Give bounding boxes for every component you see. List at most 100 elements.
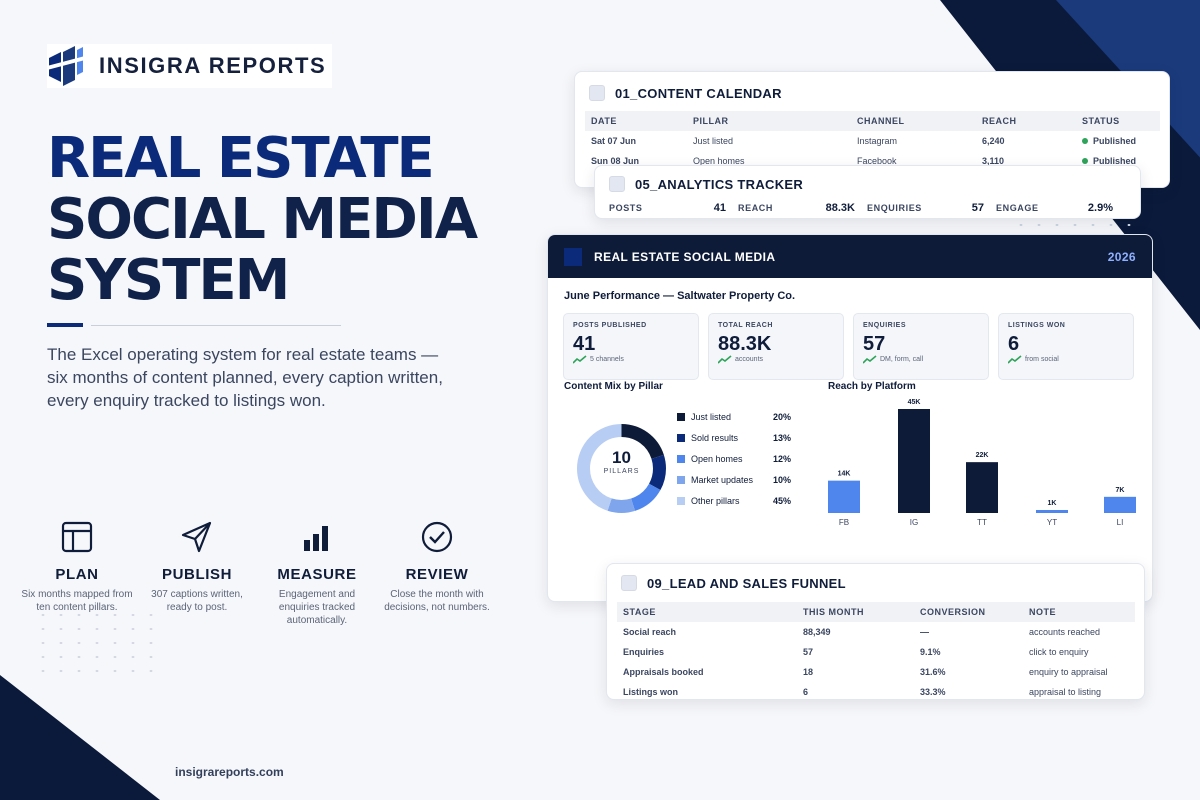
column-header: PILLAR bbox=[687, 111, 851, 131]
column-header: NOTE bbox=[1023, 602, 1135, 622]
steps-row: PLAN Six months mapped from ten content … bbox=[18, 520, 498, 627]
analytics-tracker-card: 05_ANALYTICS TRACKER POSTS 41 REACH 88.3K … bbox=[594, 165, 1141, 219]
analytics-cell: POSTS 41 bbox=[609, 202, 738, 214]
kpi-footer: from social bbox=[1008, 355, 1124, 364]
metric-value: 88.3K bbox=[825, 202, 855, 214]
table-cell: 57 bbox=[803, 647, 814, 657]
table-row: Enquiries 57 9.1% click to enquiry bbox=[617, 642, 1135, 662]
dashboard-year: 2026 bbox=[1107, 249, 1136, 264]
analytics-cell: ENGAGE 2.9% bbox=[996, 202, 1125, 214]
legend-value: 45% bbox=[772, 495, 791, 506]
metric-value: 2.9% bbox=[1087, 202, 1113, 214]
step-title: REVIEW bbox=[405, 566, 469, 583]
bar-category-label: IG bbox=[910, 518, 918, 527]
card-title: 01_CONTENT CALENDAR bbox=[615, 85, 782, 101]
status-dot-icon bbox=[1082, 138, 1088, 144]
step-desc: Six months mapped from ten content pilla… bbox=[21, 589, 133, 613]
table-row: Social reach 88,349 — accounts reached bbox=[617, 622, 1135, 642]
status-badge: Published bbox=[1076, 151, 1160, 171]
step-measure: MEASURE Engagement and enquiries tracked… bbox=[258, 520, 376, 627]
mix-legend: Just listed 20% Sold results 13% Open homes 1… bbox=[677, 406, 791, 511]
hero-title-line: REAL ESTATE bbox=[47, 126, 435, 191]
kpi-footer: accounts bbox=[718, 355, 834, 364]
kpi-value: 57 bbox=[863, 333, 886, 355]
hero-title-line: SYSTEM bbox=[47, 248, 290, 313]
kpi-value: 41 bbox=[573, 333, 596, 355]
sheet-icon bbox=[564, 247, 582, 266]
step-title: PLAN bbox=[55, 566, 99, 583]
table-row: Sat 07 Jun Just listed Instagram 6,240 P… bbox=[585, 131, 1160, 151]
reach-chart-title: Reach by Platform bbox=[828, 381, 916, 392]
step-publish: PUBLISH 307 captions written, ready to p… bbox=[138, 520, 256, 627]
column-header: STAGE bbox=[617, 602, 797, 622]
table-cell: Instagram bbox=[857, 136, 898, 146]
bar bbox=[966, 462, 998, 513]
metric-value: 57 bbox=[971, 202, 984, 214]
step-plan: PLAN Six months mapped from ten content … bbox=[18, 520, 136, 627]
sheet-icon bbox=[609, 176, 625, 192]
legend-value: 13% bbox=[772, 432, 791, 443]
dashboard-header: REAL ESTATE SOCIAL MEDIA 2026 bbox=[548, 235, 1152, 278]
metric-value: 41 bbox=[713, 202, 726, 214]
donut-center: 10 PILLARS bbox=[574, 448, 669, 475]
column-header: DATE bbox=[585, 111, 687, 131]
kpi-card: TOTAL REACH 88.3K accounts bbox=[708, 313, 844, 380]
table-cell: Facebook bbox=[857, 156, 897, 166]
donut-slice bbox=[577, 424, 666, 513]
content-mix-donut bbox=[577, 424, 666, 513]
legend-swatch bbox=[677, 475, 685, 484]
sheet-icon bbox=[589, 85, 605, 101]
legend-item: Other pillars 45% bbox=[677, 490, 791, 511]
brand-logo[interactable]: INSIGRA REPORTS bbox=[47, 44, 333, 88]
step-title: MEASURE bbox=[277, 566, 357, 583]
kpi-footnote: from social bbox=[1025, 356, 1059, 363]
table-row: Sun 08 Jun Open homes Facebook 3,110 Pub… bbox=[585, 151, 1160, 171]
bar-value-label: 7K bbox=[1116, 487, 1125, 494]
bar bbox=[1104, 496, 1136, 513]
footer-url[interactable]: insigrareports.com bbox=[175, 765, 284, 779]
table-row: Listings won 6 33.3% appraisal to listin… bbox=[617, 682, 1135, 699]
table-cell: Just listed bbox=[693, 136, 734, 146]
kpi-label: POSTS PUBLISHED bbox=[573, 322, 647, 329]
legend-swatch bbox=[677, 412, 685, 421]
table-cell: Sun 08 Jun bbox=[591, 156, 640, 166]
donut-center-label: PILLARS bbox=[603, 468, 640, 475]
bar bbox=[828, 480, 860, 513]
table-cell: Open homes bbox=[693, 156, 745, 166]
table-cell: 6 bbox=[803, 687, 809, 697]
donut-slice bbox=[577, 424, 666, 513]
kpi-footer: DM, form, call bbox=[863, 355, 979, 364]
table-row: Appraisals booked 18 31.6% enquiry to ap… bbox=[617, 662, 1135, 682]
status-text: Published bbox=[1093, 156, 1137, 166]
table-cell: accounts reached bbox=[1029, 627, 1101, 637]
legend-swatch bbox=[677, 496, 685, 505]
donut-slice bbox=[577, 424, 666, 513]
legend-label: Open homes bbox=[691, 453, 743, 464]
card-header: 09_LEAD AND SALES FUNNEL bbox=[607, 564, 1144, 591]
trend-up-icon bbox=[718, 355, 732, 364]
table-cell: — bbox=[920, 627, 929, 637]
kpi-card: LISTINGS WON 6 from social bbox=[998, 313, 1134, 380]
legend-label: Other pillars bbox=[691, 495, 740, 506]
kpi-footnote: DM, form, call bbox=[880, 356, 924, 363]
column-header: THIS MONTH bbox=[797, 602, 914, 622]
sheet-icon bbox=[621, 575, 637, 591]
legend-label: Market updates bbox=[691, 474, 754, 485]
bar-value-label: 1K bbox=[1048, 500, 1057, 507]
legend-value: 12% bbox=[772, 453, 791, 464]
table-cell: appraisal to listing bbox=[1029, 687, 1102, 697]
analytics-cell: REACH 88.3K bbox=[738, 202, 867, 214]
layout-icon bbox=[61, 521, 93, 553]
table-cell: 6,240 bbox=[982, 136, 1005, 146]
table-cell: Appraisals booked bbox=[623, 667, 704, 677]
kpi-card: ENQUIRIES 57 DM, form, call bbox=[853, 313, 989, 380]
status-dot-icon bbox=[1082, 158, 1088, 164]
legend-label: Sold results bbox=[691, 432, 739, 443]
calendar-table: DATE PILLAR CHANNEL REACH STATUS Sat 07 … bbox=[585, 111, 1160, 171]
dashboard-subtitle: June Performance — Saltwater Property Co… bbox=[564, 290, 796, 302]
bar bbox=[898, 409, 930, 513]
table-cell: Sat 07 Jun bbox=[591, 136, 637, 146]
metric-label: REACH bbox=[738, 203, 774, 213]
bar-value-label: 22K bbox=[976, 452, 989, 459]
status-badge: Published bbox=[1076, 131, 1160, 151]
